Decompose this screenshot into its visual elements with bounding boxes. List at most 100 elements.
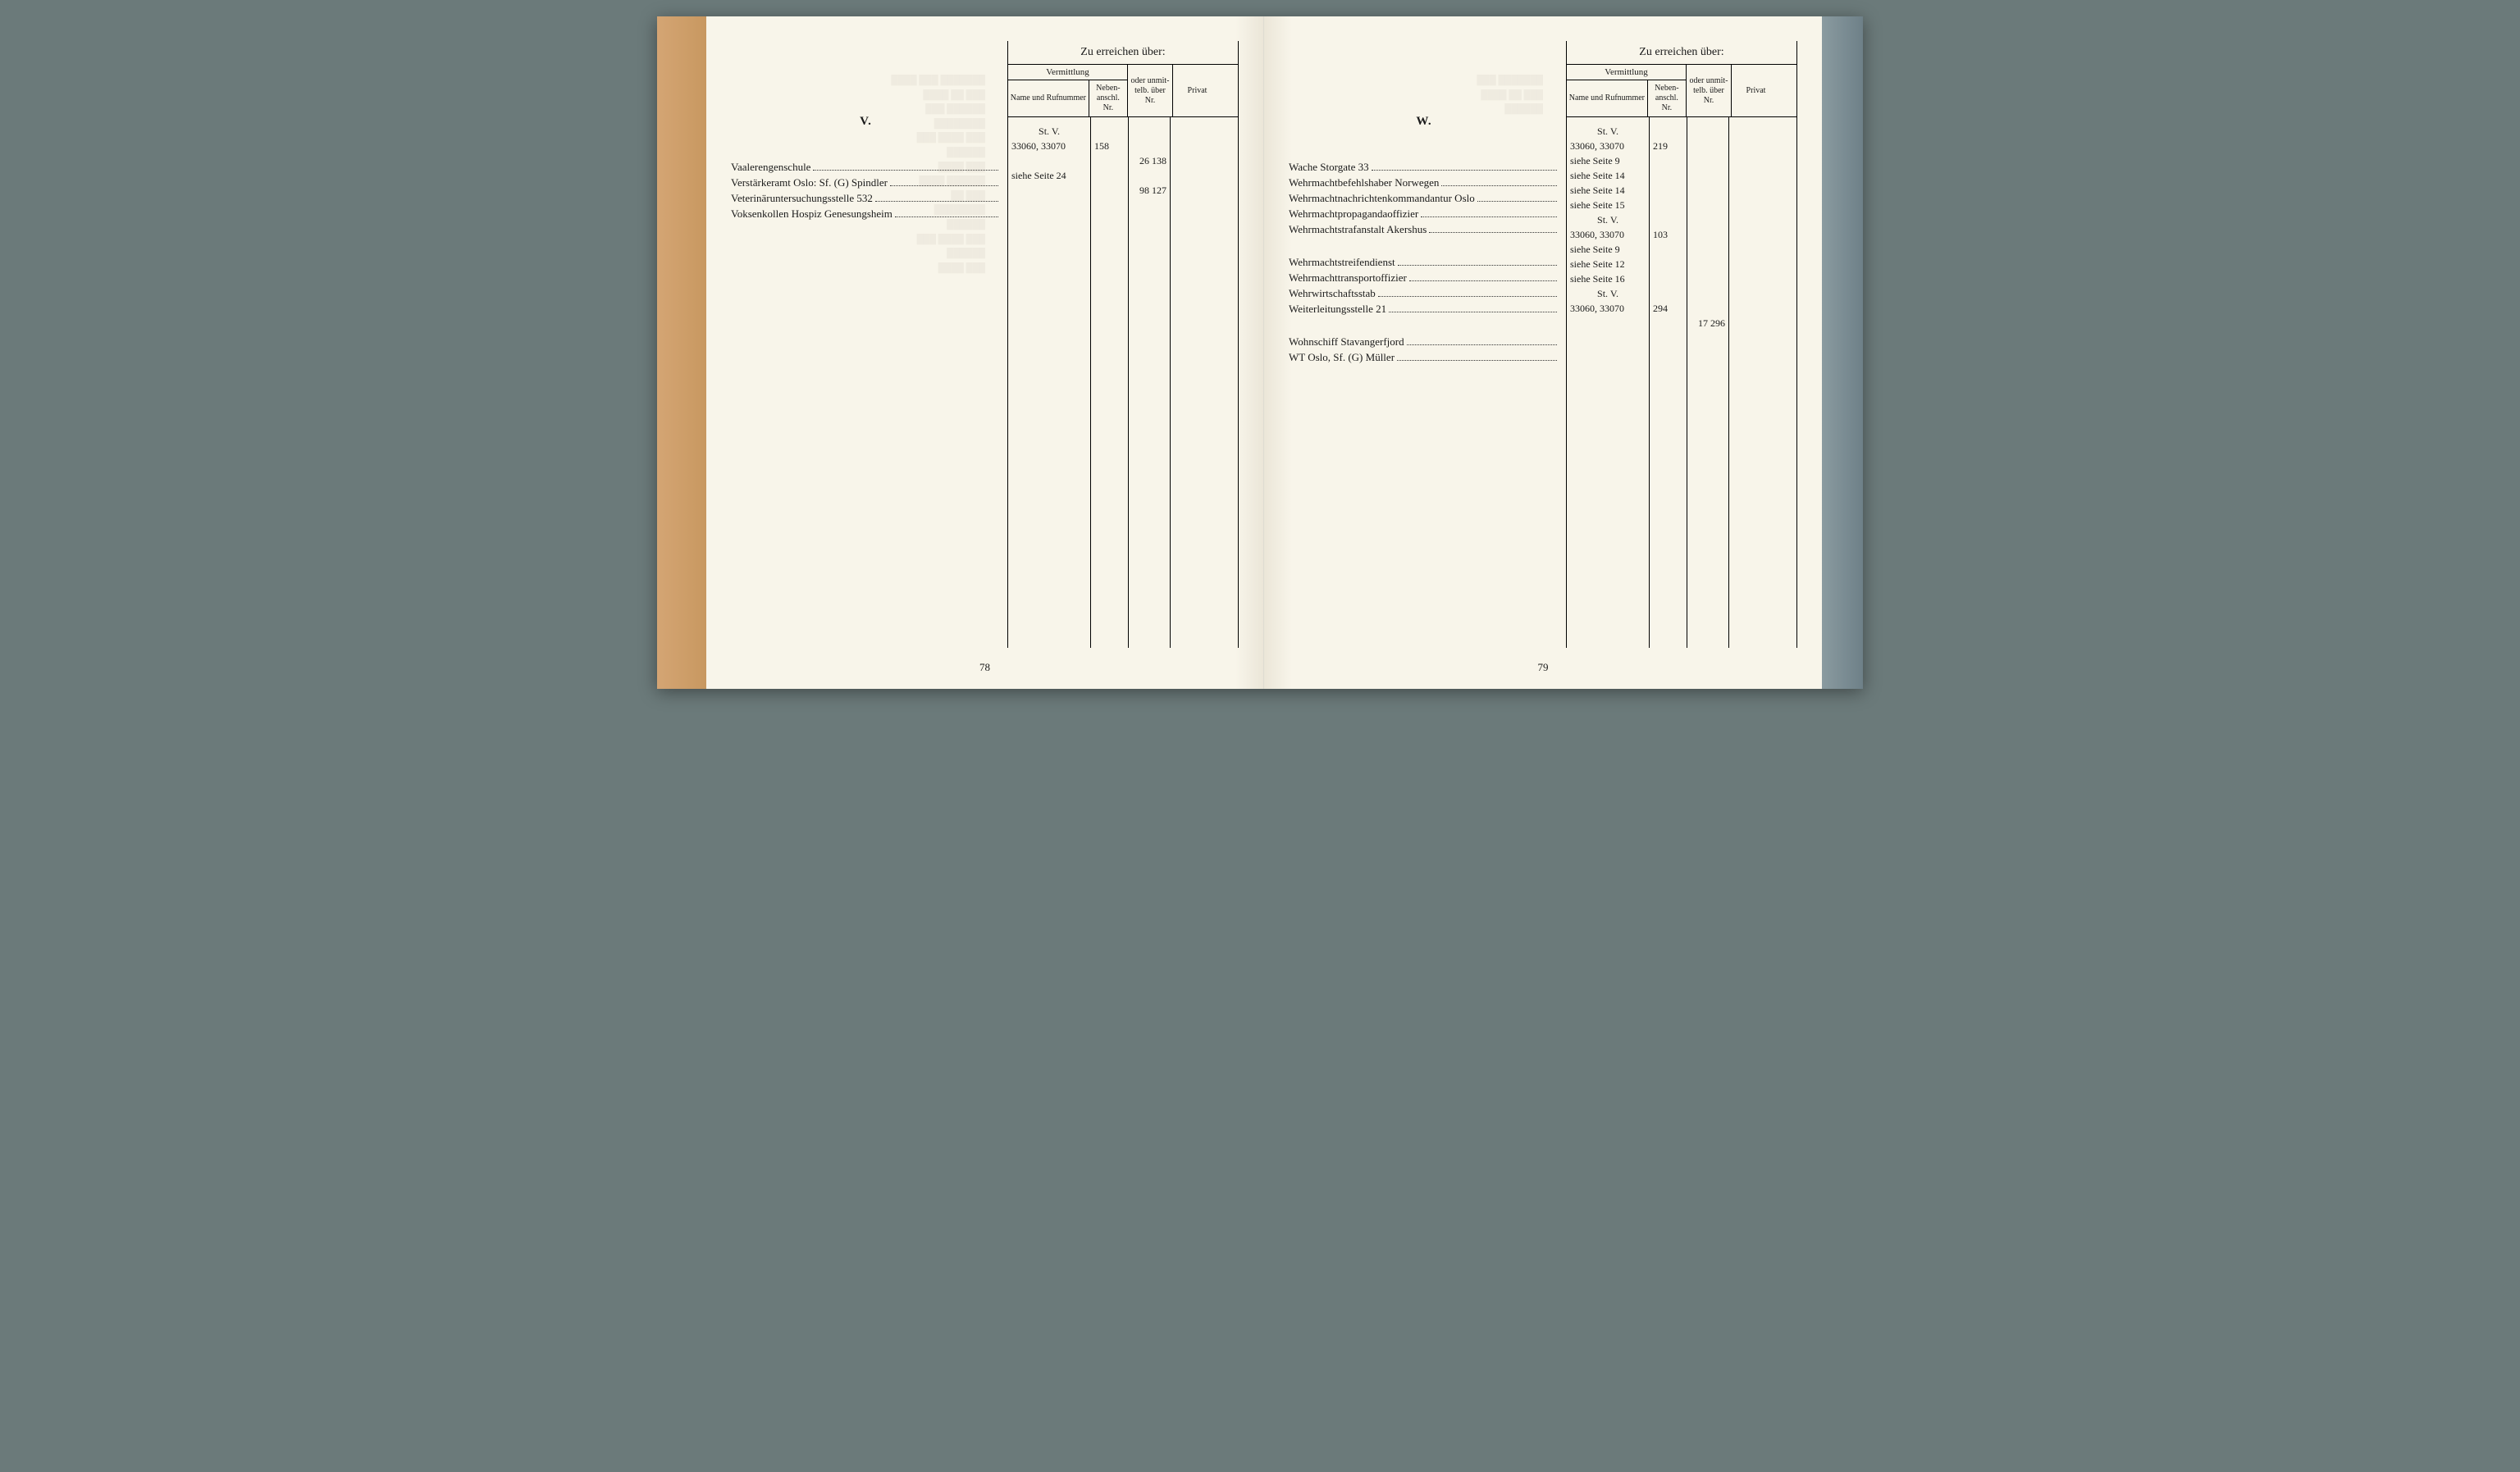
directory-entry: Wehrmachtstrafanstalt Akershus [1289, 223, 1559, 236]
cell-name: St. V. [1567, 212, 1649, 227]
page-right: ███████ ██████ ██ ██████████ W. Wache St… [1264, 16, 1822, 689]
cell-unmit [1129, 139, 1170, 153]
cell-neben [1650, 168, 1687, 183]
directory-entry: Weiterleitungsstelle 21 [1289, 303, 1559, 316]
directory-entry: Wehrmachtpropagandaoffizier [1289, 207, 1559, 221]
cell-name: siehe Seite 9 [1567, 242, 1649, 257]
cell-privat [1729, 212, 1774, 227]
content-area-left: V. VaalerengenschuleVerstärkeramt Oslo: … [731, 41, 1239, 648]
cell-unmit: 98 127 [1129, 183, 1170, 198]
cell-unmit [1687, 257, 1728, 271]
entry-label: Wehrmachtstrafanstalt Akershus [1289, 223, 1427, 236]
cell-unmit: 17 296 [1687, 316, 1728, 330]
col-group-vermittlung: Vermittlung [1008, 65, 1127, 80]
entries-column-left: V. VaalerengenschuleVerstärkeramt Oslo: … [731, 41, 1007, 648]
cell-unmit [1687, 153, 1728, 168]
table-title: Zu erreichen über: [1008, 41, 1238, 65]
content-area-right: W. Wache Storgate 33Wehrmachtbefehlshabe… [1289, 41, 1797, 648]
cell-unmit [1687, 286, 1728, 301]
cell-neben [1650, 257, 1687, 271]
entry-label: Wehrmachttransportoffizier [1289, 271, 1407, 285]
table-header-right: Zu erreichen über: Vermittlung Name und … [1567, 41, 1796, 117]
table-header-left: Zu erreichen über: Vermittlung Name und … [1008, 41, 1238, 117]
cell-unmit [1129, 168, 1170, 183]
cell-neben [1650, 242, 1687, 257]
entry-label: WT Oslo, Sf. (G) Müller [1289, 351, 1395, 364]
leader-dots [1441, 185, 1557, 186]
entry-label: Wehrmachtstreifendienst [1289, 256, 1395, 269]
cell-privat [1171, 183, 1216, 198]
directory-entry: Wehrmachtbefehlshaber Norwegen [1289, 176, 1559, 189]
leader-dots [1477, 201, 1557, 202]
entry-label: Weiterleitungsstelle 21 [1289, 303, 1386, 316]
cell-unmit [1687, 271, 1728, 286]
cell-name [1567, 316, 1649, 330]
directory-entry: Wehrmachttransportoffizier [1289, 271, 1559, 285]
directory-entry: Wehrmachtstreifendienst [1289, 256, 1559, 269]
cell-unmit [1687, 212, 1728, 227]
cell-empty [1687, 124, 1728, 139]
cell-privat [1729, 168, 1774, 183]
book-spine-left [657, 16, 706, 689]
cell-privat [1729, 153, 1774, 168]
cell-name: St. V. [1567, 124, 1649, 139]
col-header-unmit: oder unmit-telb. über Nr. [1687, 65, 1732, 116]
cell-unmit [1687, 183, 1728, 198]
table-body-right: St. V.33060, 33070siehe Seite 9siehe Sei… [1567, 117, 1796, 648]
col-group-vermittlung: Vermittlung [1567, 65, 1686, 80]
cell-privat [1729, 257, 1774, 271]
directory-entry: Wehrmachtnachrichtenkommandantur Oslo [1289, 192, 1559, 205]
entry-label: Voksenkollen Hospiz Genesungsheim [731, 207, 892, 221]
cell-privat [1729, 316, 1774, 330]
cell-unmit [1687, 227, 1728, 242]
directory-entry [1289, 318, 1559, 333]
table-column-left: Zu erreichen über: Vermittlung Name und … [1007, 41, 1239, 648]
cell-empty [1650, 124, 1687, 139]
cell-name: siehe Seite 14 [1567, 183, 1649, 198]
entries-column-right: W. Wache Storgate 33Wehrmachtbefehlshabe… [1289, 41, 1566, 648]
cell-unmit: 26 138 [1129, 153, 1170, 168]
cell-empty [1171, 124, 1216, 139]
table-column-right: Zu erreichen über: Vermittlung Name und … [1566, 41, 1797, 648]
cell-name: siehe Seite 24 [1008, 168, 1090, 183]
cell-empty [1091, 124, 1128, 139]
directory-entry: WT Oslo, Sf. (G) Müller [1289, 351, 1559, 364]
book-spread: ███████ ███ ███████ ██ ██████████ ██████… [657, 16, 1863, 689]
directory-entry: Wohnschiff Stavangerfjord [1289, 335, 1559, 349]
entry-label: Wache Storgate 33 [1289, 161, 1369, 174]
cell-neben [1650, 183, 1687, 198]
cell-empty [1129, 124, 1170, 139]
cell-neben [1650, 286, 1687, 301]
cell-privat [1729, 242, 1774, 257]
cell-name [1008, 153, 1090, 168]
leader-dots [1409, 280, 1557, 281]
cell-name: siehe Seite 16 [1567, 271, 1649, 286]
cell-name: 33060, 33070 [1008, 139, 1090, 153]
cell-neben [1650, 316, 1687, 330]
entry-label: Verstärkeramt Oslo: Sf. (G) Spindler [731, 176, 888, 189]
directory-entry: Veterinäruntersuchungsstelle 532 [731, 192, 1001, 205]
cell-unmit [1687, 301, 1728, 316]
entry-label: Wohnschiff Stavangerfjord [1289, 335, 1404, 349]
page-number-left: 78 [706, 661, 1263, 674]
cell-neben: 158 [1091, 139, 1128, 153]
directory-entry: Vaalerengenschule [731, 161, 1001, 174]
leader-dots [875, 201, 998, 202]
spacer-row [1289, 144, 1559, 158]
cell-name: siehe Seite 12 [1567, 257, 1649, 271]
leader-dots [1398, 265, 1557, 266]
col-header-privat: Privat [1732, 65, 1780, 116]
leader-dots [1429, 232, 1557, 233]
table-body-left: St. V.33060, 33070siehe Seite 24 158 26 … [1008, 117, 1238, 648]
cell-neben [1650, 153, 1687, 168]
leader-dots [1421, 216, 1557, 217]
cell-privat [1171, 139, 1216, 153]
cell-unmit [1687, 139, 1728, 153]
entry-label: Wehrwirtschaftsstab [1289, 287, 1376, 300]
directory-entry: Voksenkollen Hospiz Genesungsheim [731, 207, 1001, 221]
page-number-right: 79 [1264, 661, 1822, 674]
cell-privat [1729, 183, 1774, 198]
cell-name: siehe Seite 9 [1567, 153, 1649, 168]
cell-empty [1729, 124, 1774, 139]
cell-unmit [1687, 168, 1728, 183]
